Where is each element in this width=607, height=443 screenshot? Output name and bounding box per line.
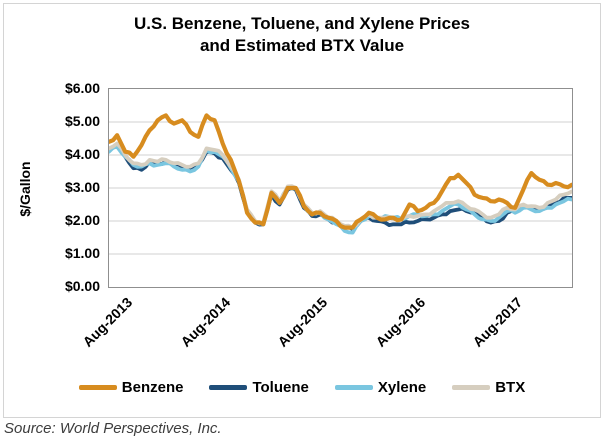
legend-label: Benzene [121, 379, 184, 396]
legend-label: Toluene [252, 379, 309, 396]
chart-title-line1: U.S. Benzene, Toluene, and Xylene Prices [133, 14, 470, 33]
chart-title-line2: and Estimated BTX Value [199, 36, 405, 55]
y-tick-label: $5.00 [64, 113, 100, 129]
legend-label: BTX [495, 379, 526, 396]
x-tick-label: Aug-2016 [371, 294, 428, 350]
y-tick-label: $4.00 [64, 146, 100, 162]
source-note: Source: World Perspectives, Inc. [4, 420, 222, 437]
legend-label: Xylene [377, 379, 427, 396]
legend-swatch-btx [452, 385, 491, 390]
legend-swatch-benzene [78, 385, 117, 390]
legend-item-toluene: Toluene [209, 379, 309, 396]
x-tick-label: Aug-2017 [469, 294, 526, 350]
x-tick-label: Aug-2013 [79, 294, 136, 350]
plot-area [108, 88, 573, 288]
y-tick-label: $1.00 [64, 245, 100, 261]
x-tick-label: Aug-2014 [177, 294, 233, 350]
legend-item-benzene: Benzene [78, 379, 184, 396]
legend-item-btx: BTX [452, 379, 525, 396]
legend-item-xylene: Xylene [334, 379, 427, 396]
y-tick-label: $6.00 [64, 80, 100, 96]
series-line-benzene [109, 113, 572, 230]
y-tick-label: $0.00 [64, 278, 100, 294]
chart-frame: U.S. Benzene, Toluene, and Xylene Prices… [3, 3, 601, 418]
chart-title: U.S. Benzene, Toluene, and Xylene Prices… [4, 13, 600, 57]
legend-swatch-toluene [209, 385, 248, 390]
legend: Benzene Toluene Xylene BTX [4, 379, 600, 396]
y-tick-label: $2.00 [64, 212, 100, 228]
y-tick-label: $3.00 [64, 179, 100, 195]
legend-swatch-xylene [334, 385, 373, 390]
x-tick-label: Aug-2015 [274, 294, 331, 350]
series-plot [109, 113, 572, 255]
